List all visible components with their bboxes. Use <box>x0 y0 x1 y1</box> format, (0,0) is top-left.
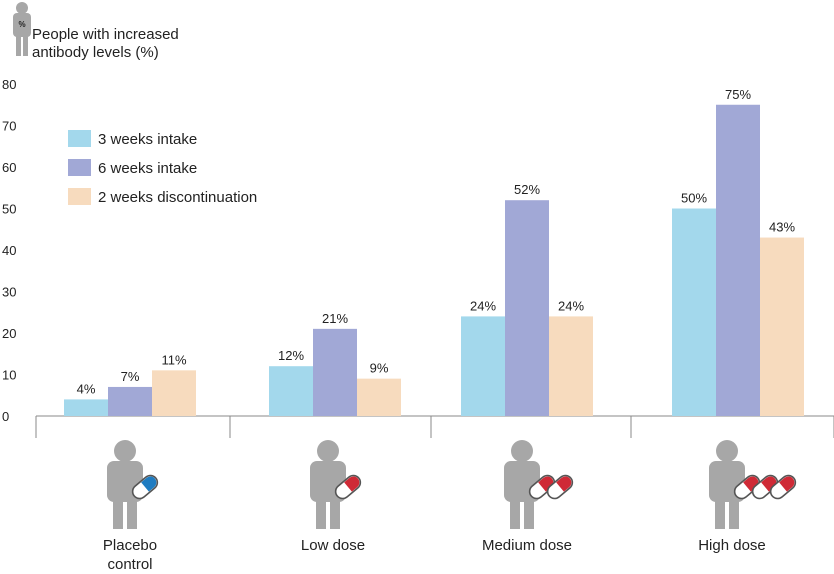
bar <box>64 399 108 416</box>
person-head <box>716 440 738 462</box>
y-tick-label: 10 <box>2 368 16 383</box>
person-leg <box>330 496 340 529</box>
bar <box>760 237 804 416</box>
bar <box>716 104 760 416</box>
person-with-three-red-capsules-icon <box>709 440 797 529</box>
bar <box>461 316 505 416</box>
data-label: 4% <box>77 381 96 396</box>
person-leg <box>113 496 123 529</box>
capsule-icon <box>733 474 761 500</box>
category-label: Low dose <box>301 537 365 554</box>
bar <box>505 200 549 416</box>
person-with-blue-capsule-icon <box>107 440 159 529</box>
capsule-fill <box>779 476 795 492</box>
category-label: control <box>107 556 152 569</box>
legend-label: 3 weeks intake <box>98 131 197 148</box>
capsule-icon <box>769 474 797 500</box>
person-with-two-red-capsules-icon <box>504 440 574 529</box>
person-with-red-capsule-icon <box>310 440 362 529</box>
y-tick-label: 80 <box>2 77 16 92</box>
data-label: 21% <box>322 311 348 326</box>
y-tick-label: 40 <box>2 243 16 258</box>
y-tick-label: 60 <box>2 160 16 175</box>
bar <box>549 316 593 416</box>
y-tick-label: 30 <box>2 285 16 300</box>
person-head <box>317 440 339 462</box>
person-head <box>114 440 136 462</box>
category-label: Placebo <box>103 537 157 554</box>
y-tick-label: 20 <box>2 326 16 341</box>
person-leg <box>510 496 520 529</box>
data-label: 24% <box>558 298 584 313</box>
capsule-fill <box>556 476 572 492</box>
y-tick-label: 70 <box>2 119 16 134</box>
bar <box>108 386 152 416</box>
capsule-fill <box>344 476 360 492</box>
data-label: 43% <box>769 220 795 235</box>
legend-label: 2 weeks discontinuation <box>98 189 257 206</box>
data-label: 52% <box>514 182 540 197</box>
data-label: 9% <box>370 361 389 376</box>
y-axis-title-line-2: antibody levels (%) <box>32 44 159 61</box>
data-label: 24% <box>470 298 496 313</box>
person-leg <box>524 496 534 529</box>
y-tick-label: 0 <box>2 409 9 424</box>
bar <box>269 366 313 416</box>
bar <box>672 208 716 416</box>
person-leg <box>316 496 326 529</box>
category-label: Medium dose <box>482 537 572 554</box>
bar <box>152 370 196 416</box>
data-label: 75% <box>725 87 751 102</box>
data-label: 7% <box>121 369 140 384</box>
data-label: 50% <box>681 191 707 206</box>
capsule-icon <box>334 474 362 500</box>
data-label: 12% <box>278 348 304 363</box>
legend-swatch <box>68 188 91 205</box>
icon-percent-label: % <box>18 20 25 29</box>
person-leg <box>729 496 739 529</box>
capsule-fill <box>141 476 157 492</box>
y-tick-label: 50 <box>2 202 16 217</box>
bar <box>313 328 357 416</box>
category-icons: Placebo control Low dose Medium dose High do… <box>103 440 797 573</box>
legend: 3 weeks intake 6 weeks intake 2 weeks disc… <box>68 130 257 206</box>
bar <box>357 378 401 416</box>
capsule-icon <box>131 474 159 500</box>
capsule-icon <box>546 474 574 500</box>
person-leg <box>127 496 137 529</box>
y-axis-title-line-1: People with increased <box>32 26 179 43</box>
person-percent-icon: % <box>13 2 31 56</box>
legend-swatch <box>68 130 91 147</box>
person-leg <box>715 496 725 529</box>
bars-layer: 4% 12% 24% 50% 7% 21% 52% 75% 11% 9% 24% 43% <box>64 87 804 416</box>
legend-swatch <box>68 159 91 176</box>
data-label: 11% <box>161 352 186 367</box>
person-head <box>511 440 533 462</box>
category-label: High dose <box>698 537 766 554</box>
legend-label: 6 weeks intake <box>98 160 197 177</box>
